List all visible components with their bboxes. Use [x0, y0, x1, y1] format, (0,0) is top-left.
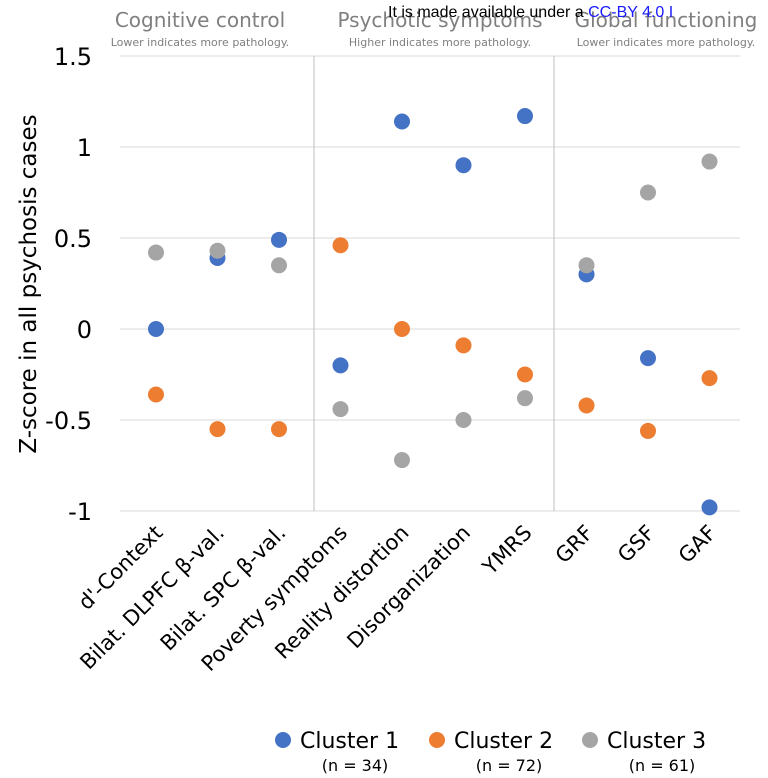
y-tick-label: -1 — [68, 498, 92, 526]
data-point — [148, 321, 164, 337]
legend-marker — [582, 732, 598, 748]
data-point — [271, 257, 287, 274]
y-tick-label: 1 — [77, 134, 92, 162]
data-point — [271, 421, 287, 438]
data-point — [517, 390, 533, 407]
data-point — [640, 184, 656, 201]
license-text: It is made available under a — [388, 4, 589, 21]
data-point — [209, 242, 226, 259]
data-point — [394, 113, 410, 130]
y-tick-label: -0.5 — [45, 407, 92, 435]
data-point — [148, 244, 164, 261]
section-subtitle: Lower indicates more pathology. — [577, 36, 756, 49]
section-subtitle: Lower indicates more pathology. — [111, 36, 290, 49]
y-axis-label: Z-score in all psychosis cases — [16, 114, 42, 453]
data-point — [148, 386, 164, 403]
data-point — [271, 231, 287, 248]
legend-label: Cluster 3 — [607, 729, 706, 754]
legend-n-label: (n = 72) — [476, 756, 543, 775]
data-point — [332, 401, 349, 418]
section-title: Psychotic symptoms — [337, 8, 542, 32]
x-tick-label: GSF — [613, 521, 659, 567]
data-point — [455, 157, 472, 174]
legend-n-label: (n = 34) — [322, 756, 389, 775]
x-tick-label: GRF — [551, 521, 598, 568]
section-title: Cognitive control — [115, 8, 285, 32]
license-link[interactable]: CC-BY 4.0 I — [588, 4, 674, 21]
data-point — [640, 422, 656, 439]
data-point — [394, 452, 410, 469]
data-point — [394, 321, 410, 337]
data-point — [578, 397, 595, 414]
data-point — [455, 337, 472, 354]
license-notice: It is made available under a CC-BY 4.0 I — [388, 4, 673, 22]
y-tick-label: 1.5 — [54, 43, 92, 71]
y-tick-label: 0 — [77, 316, 92, 344]
legend-n-label: (n = 61) — [629, 756, 696, 775]
data-point — [701, 499, 718, 516]
legend-marker — [275, 732, 291, 748]
data-point — [209, 421, 226, 438]
y-tick-label: 0.5 — [54, 225, 92, 253]
section-subtitle: Higher indicates more pathology. — [349, 36, 531, 49]
data-point — [332, 237, 349, 254]
legend-label: Cluster 1 — [300, 729, 399, 754]
data-point — [517, 366, 533, 383]
data-point — [701, 153, 718, 170]
data-point — [517, 108, 533, 125]
data-point — [640, 350, 656, 367]
data-point — [332, 357, 349, 374]
section-title: Global functioning — [575, 8, 758, 32]
legend-label: Cluster 2 — [454, 729, 553, 754]
x-tick-label: YMRS — [477, 521, 536, 580]
x-tick-label: GAF — [674, 521, 721, 568]
data-point — [578, 257, 595, 274]
data-point — [455, 412, 472, 428]
data-point — [701, 370, 718, 387]
legend-marker — [429, 732, 445, 748]
